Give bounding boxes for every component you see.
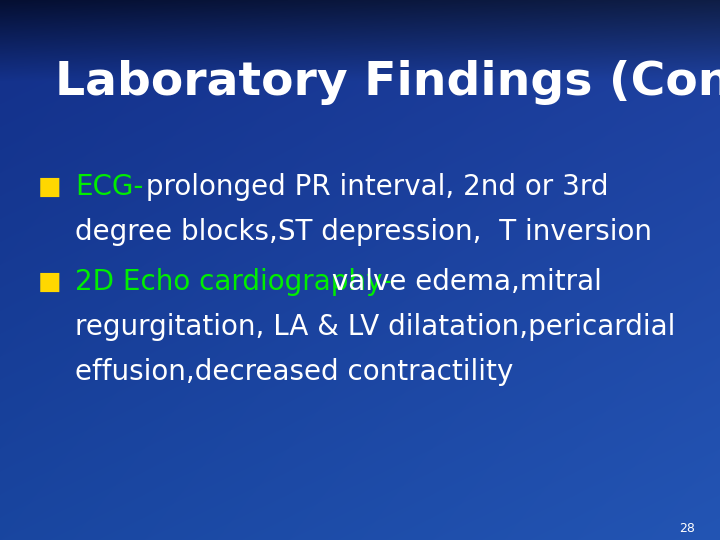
Text: degree blocks,ST depression,  T inversion: degree blocks,ST depression, T inversion <box>75 218 652 246</box>
Text: Laboratory Findings (Contd): Laboratory Findings (Contd) <box>55 60 720 105</box>
Text: prolonged PR interval, 2nd or 3rd: prolonged PR interval, 2nd or 3rd <box>137 173 608 201</box>
Text: effusion,decreased contractility: effusion,decreased contractility <box>75 358 513 386</box>
Text: ■: ■ <box>38 175 62 199</box>
Text: ECG-: ECG- <box>75 173 143 201</box>
Text: 2D Echo cardiography-: 2D Echo cardiography- <box>75 268 392 296</box>
Text: regurgitation, LA & LV dilatation,pericardial: regurgitation, LA & LV dilatation,perica… <box>75 313 675 341</box>
Text: valve edema,mitral: valve edema,mitral <box>323 268 602 296</box>
Text: ■: ■ <box>38 270 62 294</box>
Text: 28: 28 <box>679 522 695 535</box>
